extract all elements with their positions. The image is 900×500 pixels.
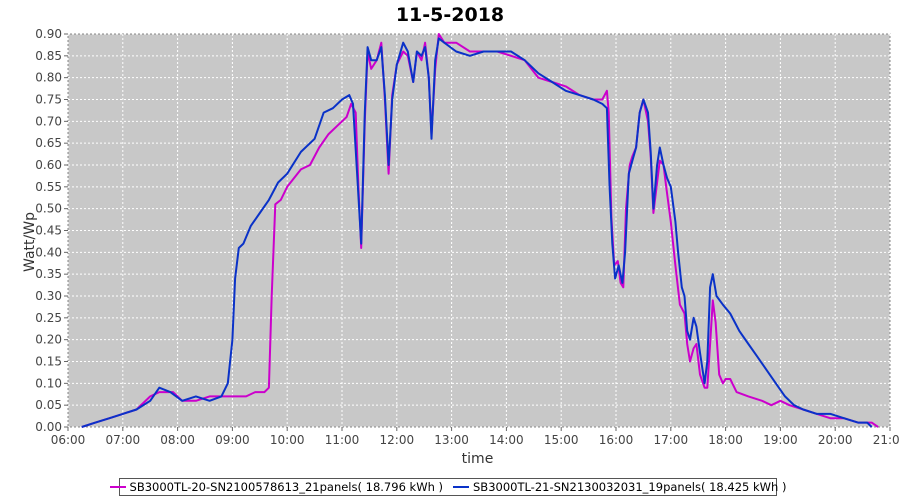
y-tick-label: 0.00 bbox=[35, 420, 62, 434]
x-tick-label: 06:00 bbox=[51, 433, 86, 447]
y-tick-label: 0.15 bbox=[35, 355, 62, 369]
y-tick-label: 0.90 bbox=[35, 27, 62, 41]
y-tick-label: 0.55 bbox=[35, 180, 62, 194]
y-tick-label: 0.25 bbox=[35, 311, 62, 325]
grid-lines bbox=[67, 33, 891, 428]
x-tick-label: 09:00 bbox=[215, 433, 250, 447]
x-tick-label: 10:00 bbox=[270, 433, 305, 447]
x-tick-label: 13:00 bbox=[434, 433, 469, 447]
y-tick-label: 0.05 bbox=[35, 398, 62, 412]
legend-item-series-1: SB3000TL-20-SN2100578613_21panels( 18.79… bbox=[109, 480, 443, 494]
y-tick-label: 0.75 bbox=[35, 93, 62, 107]
x-tick-label: 18:00 bbox=[708, 433, 743, 447]
y-axis: 0.00 0.05 0.10 0.15 0.20 0.25 0.30 0.35 0.40 0.45… bbox=[35, 27, 68, 434]
legend: SB3000TL-20-SN2100578613_21panels( 18.79… bbox=[109, 478, 786, 496]
x-tick-label: 21:00 bbox=[873, 433, 900, 447]
legend-item-series-2: SB3000TL-21-SN2130032031_19panels( 18.42… bbox=[453, 480, 786, 494]
y-tick-label: 0.85 bbox=[35, 49, 62, 63]
x-tick-label: 11:00 bbox=[325, 433, 360, 447]
x-tick-label: 19:00 bbox=[763, 433, 798, 447]
y-tick-label: 0.60 bbox=[35, 158, 62, 172]
x-tick-label: 07:00 bbox=[106, 433, 141, 447]
series-group bbox=[81, 33, 879, 428]
series-line-1 bbox=[81, 33, 879, 428]
x-axis: 06:00 07:00 08:00 09:00 10:00 11:00 12:00 13:00… bbox=[51, 427, 900, 447]
y-tick-label: 0.30 bbox=[35, 289, 62, 303]
line-chart: 0.00 0.05 0.10 0.15 0.20 0.25 0.30 0.35 0.40 0.45… bbox=[35, 27, 900, 447]
y-tick-label: 0.20 bbox=[35, 333, 62, 347]
y-tick-label: 0.45 bbox=[35, 224, 62, 238]
y-tick-label: 0.65 bbox=[35, 136, 62, 150]
y-tick-label: 0.10 bbox=[35, 376, 62, 390]
legend-swatch-magenta bbox=[109, 486, 126, 488]
x-tick-label: 16:00 bbox=[599, 433, 634, 447]
x-tick-label: 14:00 bbox=[489, 433, 524, 447]
x-axis-label: time bbox=[461, 451, 494, 467]
chart-title: 11-5-2018 bbox=[395, 4, 505, 26]
y-tick-label: 0.40 bbox=[35, 245, 62, 259]
x-tick-label: 15:00 bbox=[544, 433, 579, 447]
x-tick-label: 17:00 bbox=[654, 433, 689, 447]
plot-area bbox=[67, 33, 891, 428]
legend-label: SB3000TL-20-SN2100578613_21panels( 18.79… bbox=[129, 480, 443, 494]
y-tick-label: 0.35 bbox=[35, 267, 62, 281]
y-tick-label: 0.80 bbox=[35, 71, 62, 85]
y-tick-label: 0.50 bbox=[35, 202, 62, 216]
series-line-2 bbox=[81, 37, 873, 428]
x-tick-label: 12:00 bbox=[380, 433, 415, 447]
legend-label: SB3000TL-21-SN2130032031_19panels( 18.42… bbox=[473, 480, 787, 494]
legend-swatch-blue bbox=[453, 486, 469, 488]
x-tick-label: 20:00 bbox=[818, 433, 853, 447]
y-tick-label: 0.70 bbox=[35, 114, 62, 128]
x-tick-label: 08:00 bbox=[160, 433, 195, 447]
